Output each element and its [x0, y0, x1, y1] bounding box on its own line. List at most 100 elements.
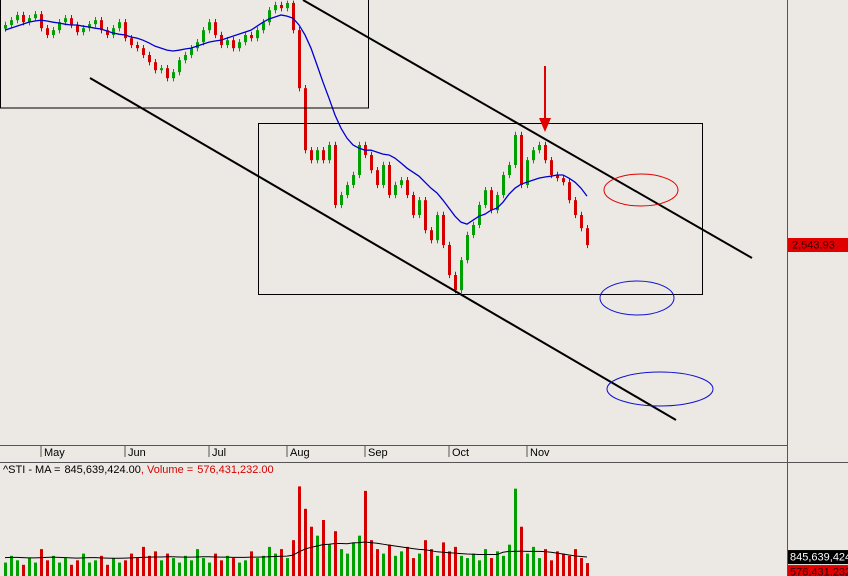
candle-body: [244, 34, 247, 43]
annotation-box: [0, 0, 369, 109]
candle-body: [142, 48, 145, 55]
volume-bar: [460, 555, 463, 576]
volume-bar: [388, 544, 391, 576]
candle-body: [496, 194, 499, 211]
candle-body: [28, 18, 31, 23]
volume-ma-box: [788, 550, 848, 565]
volume-bar: [184, 555, 187, 576]
volume-bar: [136, 558, 139, 576]
candle-body: [286, 2, 289, 9]
volume-bar: [100, 555, 103, 576]
candle-body: [184, 54, 187, 61]
volume-bar: [454, 546, 457, 576]
candle-body: [250, 34, 253, 39]
candle-body: [100, 20, 103, 31]
candle-body: [508, 164, 511, 175]
volume-bar: [394, 555, 397, 576]
candle-body: [214, 22, 217, 35]
candle-body: [388, 164, 391, 195]
volume-bar: [250, 551, 253, 576]
volume-bar: [154, 551, 157, 576]
candle-body: [112, 28, 115, 35]
annotation-box: [258, 123, 703, 295]
volume-bar: [292, 540, 295, 576]
last-price-box: [788, 238, 848, 252]
volume-bar: [478, 560, 481, 576]
candle-body: [394, 184, 397, 195]
candle-body: [298, 30, 301, 89]
candle-body: [502, 174, 505, 195]
volume-bar: [532, 546, 535, 576]
ma-caption: ^STI - MA =: [3, 464, 60, 476]
volume-bar: [514, 488, 517, 576]
volume-bar: [190, 560, 193, 576]
volume-bar: [208, 562, 211, 576]
volume-ma-value: 845,639,424.00: [790, 551, 848, 563]
volume-bar: [238, 562, 241, 576]
volume-bar: [244, 560, 247, 576]
volume-bar: [310, 526, 313, 576]
volume-bar: [406, 546, 409, 576]
candle-body: [70, 18, 73, 25]
candle-body: [412, 194, 415, 215]
volume-bar: [4, 562, 7, 576]
candle-body: [202, 30, 205, 43]
volume-bar: [142, 546, 145, 576]
volume-bar: [334, 531, 337, 576]
volume-bar: [112, 558, 115, 576]
volume-bar: [556, 551, 559, 576]
volume-bar: [214, 553, 217, 576]
annotation-ellipse: [599, 280, 675, 316]
candle-body: [124, 22, 127, 39]
candle-body: [544, 144, 547, 161]
candle-body: [424, 200, 427, 231]
candle-body: [232, 40, 235, 49]
volume-bar: [340, 549, 343, 576]
moving-average: [4, 14, 588, 225]
volume-bar: [328, 544, 331, 576]
candle-body: [4, 24, 7, 29]
volume-bar: [220, 560, 223, 576]
candle-body: [274, 4, 277, 11]
x-tick-label: Nov: [530, 447, 550, 459]
volume-bar: [490, 558, 493, 576]
candle-body: [484, 190, 487, 205]
volume-bar: [352, 542, 355, 576]
candle-body: [430, 230, 433, 241]
volume-value: 576,431,232.00: [790, 566, 848, 576]
volume-bar: [436, 555, 439, 576]
volume-bar: [28, 558, 31, 576]
volume-bar: [64, 558, 67, 576]
volume-bar: [526, 553, 529, 576]
volume-bar: [322, 520, 325, 576]
candle-body: [406, 180, 409, 195]
volume-panel: [4, 486, 589, 576]
candle-body: [52, 30, 55, 35]
candle-body: [538, 144, 541, 151]
candle-body: [442, 214, 445, 245]
price-panel: [4, 0, 589, 294]
candle-body: [346, 184, 349, 195]
volume-bar: [586, 563, 589, 576]
volume-bar: [550, 560, 553, 576]
candle-body: [268, 10, 271, 23]
annotation-arrowhead: [539, 118, 551, 132]
volume-bar: [298, 486, 301, 576]
candle-body: [358, 144, 361, 175]
volume-bar: [130, 553, 133, 576]
volume-bar: [196, 549, 199, 576]
candle-body: [304, 88, 307, 151]
annotations: [0, 0, 753, 421]
volume-box: [788, 565, 848, 576]
candle-body: [532, 150, 535, 161]
volume-bar: [46, 560, 49, 576]
x-tick-label: May: [44, 447, 65, 459]
volume-bar: [472, 553, 475, 576]
candle-body: [154, 62, 157, 71]
volume-bar: [40, 549, 43, 576]
candle-body: [568, 182, 571, 201]
annotation-ellipse: [606, 371, 714, 407]
volume-bar: [160, 560, 163, 576]
